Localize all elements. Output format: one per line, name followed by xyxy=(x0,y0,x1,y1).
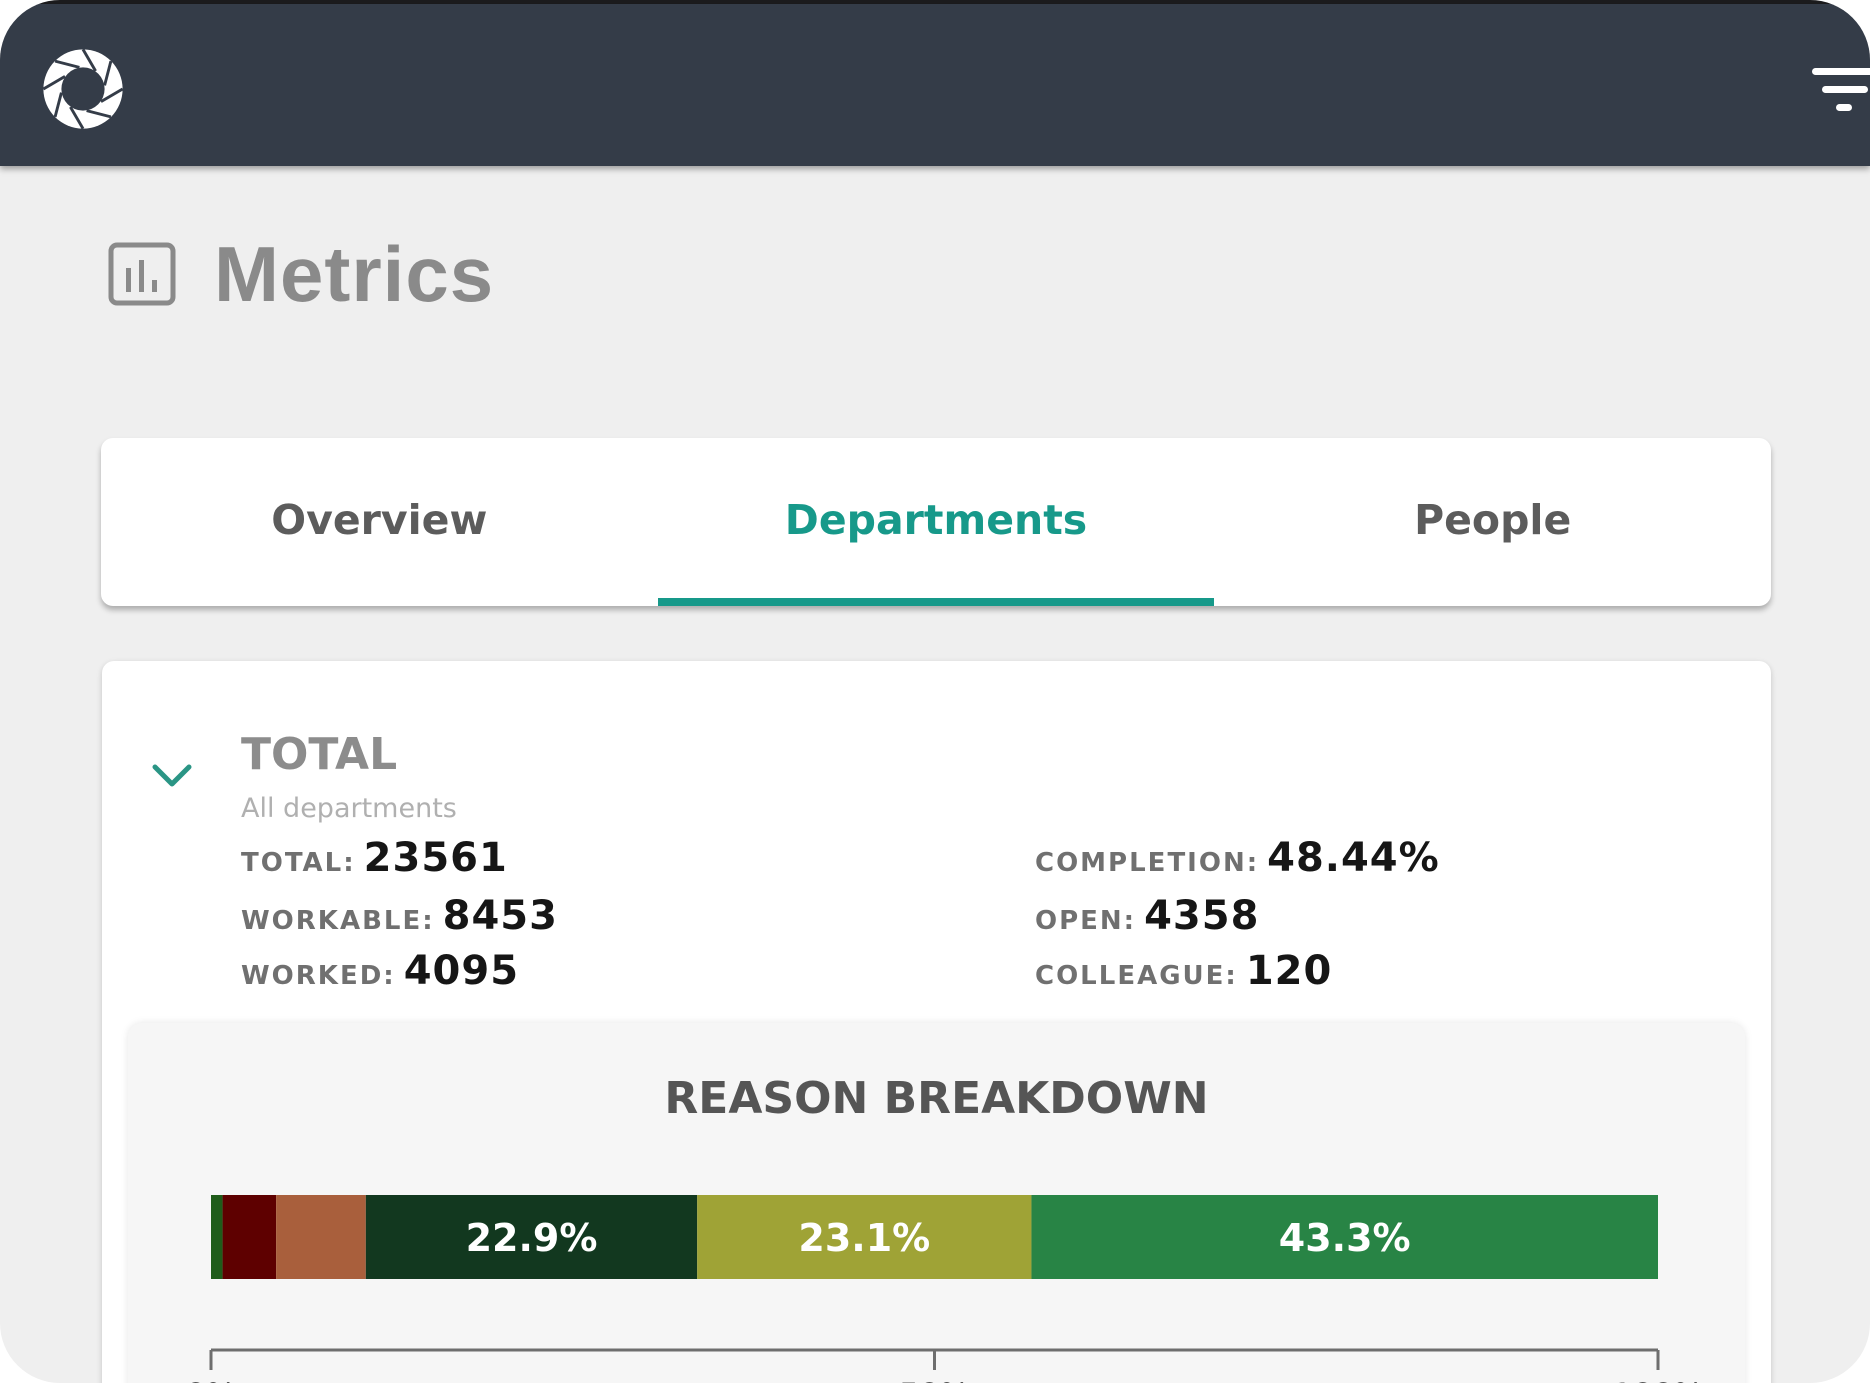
bar-segment-2[interactable] xyxy=(222,1195,277,1279)
bar-segment-3[interactable] xyxy=(276,1195,366,1279)
stat-value: 23561 xyxy=(363,835,508,881)
bar-segment-6[interactable] xyxy=(1031,1195,1658,1279)
bar-segment-1[interactable] xyxy=(211,1195,223,1279)
reason-breakdown-title: REASON BREAKDOWN xyxy=(664,1073,1209,1124)
stat-worked: WORKED: 4095 xyxy=(241,948,519,994)
reason-breakdown-chart: 22.9% 23.1% 43.3% 0% 50% 100% xyxy=(186,1195,1704,1383)
tab-bar: Overview Departments People xyxy=(101,438,1771,606)
bar-segment-4[interactable] xyxy=(365,1195,698,1279)
stat-value: 8453 xyxy=(442,893,558,939)
stat-colleague: COLLEAGUE: 120 xyxy=(1035,948,1332,994)
stat-label: COMPLETION: xyxy=(1035,848,1260,878)
tab-people[interactable]: People xyxy=(1414,496,1572,544)
bar-segment-label-4: 22.9% xyxy=(466,1216,598,1260)
tab-departments[interactable]: Departments xyxy=(657,438,1215,606)
stat-label: OPEN: xyxy=(1035,906,1137,936)
stat-value: 48.44% xyxy=(1267,835,1440,881)
stat-completion: COMPLETION: 48.44% xyxy=(1035,835,1440,881)
app-header xyxy=(0,4,1870,166)
stat-label: TOTAL: xyxy=(241,848,356,878)
stat-label: WORKABLE: xyxy=(241,906,435,936)
bar-segment-label-5: 23.1% xyxy=(798,1216,930,1260)
filter-line-2 xyxy=(1822,86,1868,93)
status-strip xyxy=(0,0,1870,4)
tab-overview[interactable]: Overview xyxy=(271,496,488,544)
bar-segment-5[interactable] xyxy=(697,1195,1032,1279)
stat-value: 4095 xyxy=(403,948,520,994)
page-title-row: Metrics xyxy=(108,230,494,318)
bar-chart-icon xyxy=(108,242,176,306)
filter-line-3 xyxy=(1836,104,1852,111)
aperture-logo-icon[interactable] xyxy=(38,44,128,134)
x-axis-tick-label: 50% xyxy=(899,1376,970,1383)
stat-open: OPEN: 4358 xyxy=(1035,893,1259,939)
stat-label: WORKED: xyxy=(241,961,396,991)
bar-segment-label-6: 43.3% xyxy=(1279,1216,1411,1260)
page-title: Metrics xyxy=(214,229,495,318)
stat-workable: WORKABLE: 8453 xyxy=(241,893,558,939)
x-axis-tick-label: 100% xyxy=(1612,1376,1703,1383)
stat-total: TOTAL: 23561 xyxy=(241,835,508,881)
stat-value: 4358 xyxy=(1144,893,1260,939)
department-card: TOTAL All departments TOTAL: 23561 WORKA… xyxy=(102,661,1771,1383)
section-heading: TOTAL xyxy=(241,729,398,780)
section-subheading: All departments xyxy=(241,793,457,824)
stat-value: 120 xyxy=(1245,948,1333,994)
filter-icon[interactable] xyxy=(1800,62,1870,112)
chevron-down-icon[interactable] xyxy=(150,761,194,791)
reason-breakdown-panel: REASON BREAKDOWN 22.9% 23.1% 43.3% 0% 50% 100… xyxy=(128,1023,1745,1383)
filter-line-1 xyxy=(1812,68,1870,75)
x-axis-tick-label: 0% xyxy=(186,1376,237,1383)
stat-label: COLLEAGUE: xyxy=(1035,961,1238,991)
